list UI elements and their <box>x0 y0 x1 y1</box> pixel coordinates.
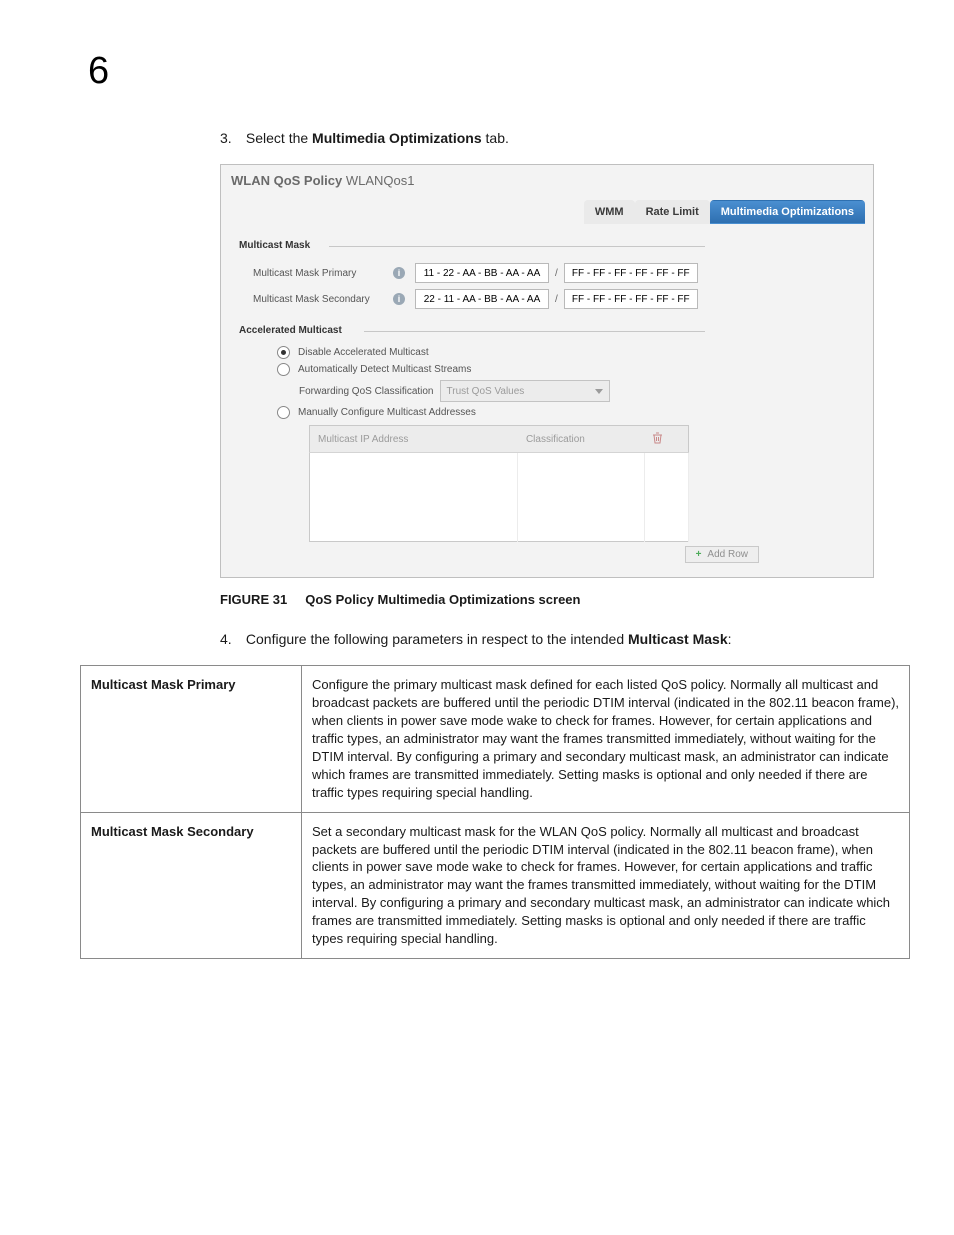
input-mask-primary-mac[interactable] <box>415 263 549 283</box>
group-accelerated-multicast: Accelerated Multicast <box>239 319 855 342</box>
col-delete[interactable] <box>644 426 689 453</box>
panel-title-name: WLANQos1 <box>346 173 415 188</box>
step-3-num: 3. <box>220 130 242 146</box>
info-icon[interactable]: i <box>393 267 405 279</box>
add-row-button[interactable]: + Add Row <box>685 546 759 563</box>
slash-separator: / <box>549 294 564 305</box>
radio-row-auto[interactable]: Automatically Detect Multicast Streams <box>277 363 855 376</box>
step-3: 3. Select the Multimedia Optimizations t… <box>220 130 920 146</box>
tab-bar: WMM Rate Limit Multimedia Optimizations <box>221 200 873 224</box>
info-icon[interactable]: i <box>393 293 405 305</box>
chapter-number: 6 <box>88 50 109 93</box>
input-mask-secondary-ff[interactable] <box>564 289 698 309</box>
slash-separator: / <box>549 268 564 279</box>
figure-caption: FIGURE 31 QoS Policy Multimedia Optimiza… <box>220 592 920 607</box>
radio-row-manual[interactable]: Manually Configure Multicast Addresses <box>277 406 855 419</box>
label-forwarding-class: Forwarding QoS Classification <box>299 386 434 397</box>
label-mask-primary: Multicast Mask Primary <box>253 268 393 279</box>
step-3-pre: Select the <box>246 130 312 146</box>
step-4-bold: Multicast Mask <box>628 631 728 647</box>
step-4-post: : <box>728 631 732 647</box>
radio-disable-accel[interactable] <box>277 346 290 359</box>
figure-caption-text: QoS Policy Multimedia Optimizations scre… <box>305 592 580 607</box>
def-key-primary: Multicast Mask Primary <box>81 666 302 813</box>
step-3-bold: Multimedia Optimizations <box>312 130 482 146</box>
definitions-table: Multicast Mask Primary Configure the pri… <box>80 665 910 959</box>
def-val-secondary: Set a secondary multicast mask for the W… <box>302 812 910 959</box>
input-mask-primary-ff[interactable] <box>564 263 698 283</box>
col-classification[interactable]: Classification <box>518 426 644 453</box>
screenshot-panel: WLAN QoS Policy WLANQos1 WMM Rate Limit … <box>220 164 874 578</box>
radio-disable-label: Disable Accelerated Multicast <box>298 347 429 358</box>
tab-rate-limit[interactable]: Rate Limit <box>635 200 710 224</box>
step-3-post: tab. <box>482 130 509 146</box>
def-val-primary: Configure the primary multicast mask def… <box>302 666 910 813</box>
col-multicast-ip[interactable]: Multicast IP Address <box>310 426 518 453</box>
trash-icon <box>652 432 663 444</box>
step-4-num: 4. <box>220 631 242 647</box>
panel-title-bold: WLAN QoS Policy <box>231 173 342 188</box>
tab-wmm[interactable]: WMM <box>584 200 635 224</box>
figure-label: FIGURE 31 <box>220 592 287 607</box>
row-mask-secondary: Multicast Mask Secondary i / <box>253 289 855 309</box>
row-forwarding-class: Forwarding QoS Classification Trust QoS … <box>299 380 855 402</box>
chevron-down-icon <box>595 389 603 394</box>
row-mask-primary: Multicast Mask Primary i / <box>253 263 855 283</box>
radio-auto-label: Automatically Detect Multicast Streams <box>298 364 471 375</box>
radio-manual-label: Manually Configure Multicast Addresses <box>298 407 476 418</box>
def-key-secondary: Multicast Mask Secondary <box>81 812 302 959</box>
radio-manual-config[interactable] <box>277 406 290 419</box>
radio-auto-detect[interactable] <box>277 363 290 376</box>
select-forwarding-value: Trust QoS Values <box>447 386 525 397</box>
tab-multimedia-optimizations[interactable]: Multimedia Optimizations <box>710 200 865 224</box>
table-row <box>310 453 689 542</box>
radio-row-disable[interactable]: Disable Accelerated Multicast <box>277 346 855 359</box>
step-4: 4. Configure the following parameters in… <box>220 631 920 647</box>
multicast-address-table: Multicast IP Address Classification <box>309 425 689 542</box>
table-row: Multicast Mask Secondary Set a secondary… <box>81 812 910 959</box>
step-4-pre: Configure the following parameters in re… <box>246 631 628 647</box>
table-row: Multicast Mask Primary Configure the pri… <box>81 666 910 813</box>
add-row-label: Add Row <box>707 549 748 560</box>
label-mask-secondary: Multicast Mask Secondary <box>253 294 393 305</box>
group-multicast-mask: Multicast Mask <box>239 234 855 257</box>
input-mask-secondary-mac[interactable] <box>415 289 549 309</box>
select-forwarding-class[interactable]: Trust QoS Values <box>440 380 610 402</box>
plus-icon: + <box>696 549 702 560</box>
